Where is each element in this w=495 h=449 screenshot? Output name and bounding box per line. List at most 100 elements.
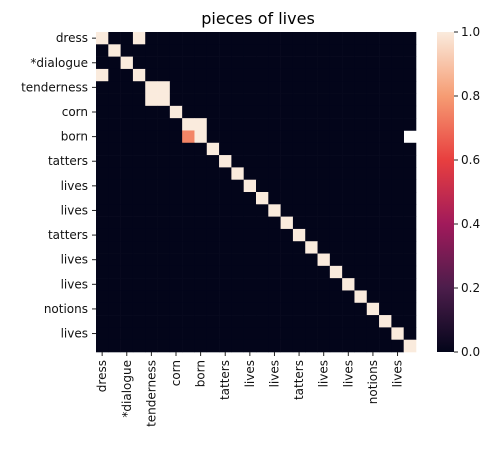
heatmap-cell bbox=[145, 315, 158, 328]
heatmap-cell bbox=[404, 94, 417, 107]
y-tick-label: lives bbox=[61, 203, 88, 217]
heatmap-cell bbox=[96, 167, 109, 180]
x-tick-label: tenderness bbox=[144, 360, 158, 427]
colorbar bbox=[437, 32, 454, 352]
heatmap-cell bbox=[133, 143, 146, 156]
heatmap-cell bbox=[194, 241, 207, 254]
heatmap-cell bbox=[256, 303, 269, 316]
heatmap-cell bbox=[379, 155, 392, 168]
heatmap-cell bbox=[256, 155, 269, 168]
heatmap-cell bbox=[268, 315, 281, 328]
heatmap-cell bbox=[293, 57, 306, 70]
heatmap-cell bbox=[354, 327, 367, 340]
heatmap-cell bbox=[281, 81, 294, 94]
heatmap-cell bbox=[231, 192, 244, 205]
heatmap-cell bbox=[182, 192, 195, 205]
x-tick-label: *dialogue bbox=[120, 360, 134, 418]
heatmap-cell bbox=[182, 180, 195, 193]
heatmap-cell bbox=[194, 130, 207, 143]
heatmap-cell bbox=[379, 69, 392, 82]
heatmap-cell bbox=[133, 69, 146, 82]
heatmap-cell bbox=[305, 106, 318, 119]
heatmap-cell bbox=[133, 130, 146, 143]
heatmap-cell bbox=[293, 290, 306, 303]
heatmap-cell bbox=[305, 155, 318, 168]
heatmap-cell bbox=[231, 106, 244, 119]
heatmap-cell bbox=[379, 303, 392, 316]
heatmap-cell bbox=[293, 155, 306, 168]
heatmap-cell bbox=[108, 217, 121, 230]
heatmap-cell bbox=[133, 155, 146, 168]
heatmap-cell bbox=[219, 229, 232, 242]
heatmap-cell bbox=[330, 266, 343, 279]
heatmap-cell bbox=[268, 229, 281, 242]
heatmap-cell bbox=[367, 155, 380, 168]
heatmap-cell bbox=[330, 32, 343, 45]
heatmap-cell bbox=[244, 130, 257, 143]
heatmap-cell bbox=[281, 167, 294, 180]
heatmap-cell bbox=[145, 94, 158, 107]
heatmap-cell bbox=[330, 44, 343, 57]
heatmap-cell bbox=[342, 315, 355, 328]
heatmap-cell bbox=[404, 340, 417, 353]
heatmap-cell bbox=[404, 155, 417, 168]
heatmap-cell bbox=[268, 278, 281, 291]
heatmap-cell bbox=[207, 204, 220, 217]
heatmap-cell bbox=[379, 241, 392, 254]
heatmap-cell bbox=[158, 94, 171, 107]
heatmap-cell bbox=[342, 180, 355, 193]
heatmap-cell bbox=[145, 32, 158, 45]
heatmap-cell bbox=[354, 241, 367, 254]
heatmap-cell bbox=[305, 81, 318, 94]
heatmap-cell bbox=[96, 192, 109, 205]
heatmap-cell bbox=[170, 204, 183, 217]
heatmap-cell bbox=[244, 32, 257, 45]
heatmap-cell bbox=[379, 81, 392, 94]
heatmap-cell bbox=[133, 32, 146, 45]
heatmap-cell bbox=[404, 229, 417, 242]
heatmap-cell bbox=[158, 32, 171, 45]
heatmap-cell bbox=[170, 44, 183, 57]
heatmap-cell bbox=[305, 254, 318, 267]
heatmap-cell bbox=[158, 217, 171, 230]
heatmap-cell bbox=[305, 57, 318, 70]
heatmap-cell bbox=[170, 32, 183, 45]
heatmap-cell bbox=[293, 167, 306, 180]
heatmap-cell bbox=[121, 192, 134, 205]
heatmap-cell bbox=[133, 118, 146, 131]
heatmap-cell bbox=[170, 327, 183, 340]
heatmap-cell bbox=[256, 32, 269, 45]
heatmap-cell bbox=[367, 290, 380, 303]
heatmap-cell bbox=[281, 204, 294, 217]
heatmap-cell bbox=[342, 44, 355, 57]
heatmap-cell bbox=[330, 81, 343, 94]
heatmap-cell bbox=[182, 57, 195, 70]
heatmap-cell bbox=[330, 290, 343, 303]
heatmap-cell bbox=[330, 303, 343, 316]
heatmap-cell bbox=[354, 204, 367, 217]
heatmap-cell bbox=[367, 180, 380, 193]
heatmap-cell bbox=[121, 278, 134, 291]
heatmap-cell bbox=[391, 229, 404, 242]
heatmap-cell bbox=[281, 94, 294, 107]
heatmap-cell bbox=[342, 204, 355, 217]
heatmap-cell bbox=[318, 340, 331, 353]
heatmap-cell bbox=[244, 241, 257, 254]
heatmap-cell bbox=[367, 94, 380, 107]
heatmap-cell bbox=[244, 315, 257, 328]
heatmap-cell bbox=[318, 192, 331, 205]
heatmap-cell bbox=[158, 106, 171, 119]
heatmap-cell bbox=[293, 192, 306, 205]
heatmap-cell bbox=[318, 290, 331, 303]
heatmap-cell bbox=[354, 106, 367, 119]
heatmap-cell bbox=[219, 180, 232, 193]
heatmap-cell bbox=[219, 340, 232, 353]
heatmap-cell bbox=[256, 217, 269, 230]
heatmap-cell bbox=[342, 143, 355, 156]
heatmap-cell bbox=[330, 217, 343, 230]
heatmap-cell bbox=[330, 57, 343, 70]
heatmap-cell bbox=[108, 118, 121, 131]
heatmap-cell bbox=[96, 57, 109, 70]
heatmap-cell bbox=[121, 290, 134, 303]
